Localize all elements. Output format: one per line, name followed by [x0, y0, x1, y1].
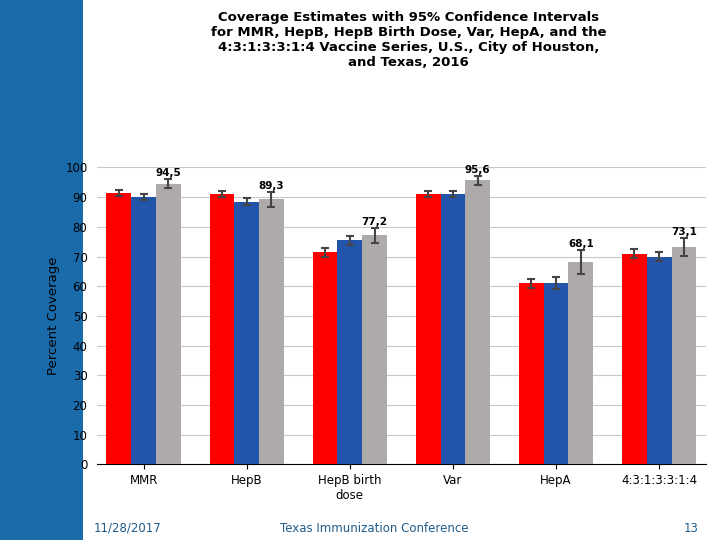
Bar: [234, 201, 259, 464]
Text: 13: 13: [683, 522, 698, 535]
Y-axis label: Percent Coverage: Percent Coverage: [47, 256, 60, 375]
Bar: [519, 283, 544, 464]
Bar: [259, 199, 284, 464]
Bar: [672, 247, 696, 464]
Bar: [465, 180, 490, 464]
Bar: [647, 256, 672, 464]
Text: 95,6: 95,6: [465, 165, 490, 175]
Text: 73,1: 73,1: [671, 227, 697, 238]
Bar: [312, 252, 338, 464]
Bar: [107, 193, 131, 464]
Text: 11/28/2017: 11/28/2017: [94, 522, 161, 535]
Bar: [338, 240, 362, 464]
Bar: [416, 194, 441, 464]
Bar: [544, 283, 569, 464]
Text: Coverage Estimates with 95% Confidence Intervals
for MMR, HepB, HepB Birth Dose,: Coverage Estimates with 95% Confidence I…: [211, 11, 606, 69]
Text: 89,3: 89,3: [258, 181, 284, 191]
Text: 77,2: 77,2: [361, 217, 387, 227]
Text: 68,1: 68,1: [568, 239, 594, 249]
Bar: [210, 194, 234, 464]
Bar: [441, 194, 465, 464]
Bar: [156, 184, 181, 464]
Bar: [622, 253, 647, 464]
Bar: [362, 235, 387, 464]
Text: 94,5: 94,5: [156, 168, 181, 178]
Bar: [131, 197, 156, 464]
Bar: [569, 262, 593, 464]
Text: Texas Immunization Conference: Texas Immunization Conference: [280, 522, 469, 535]
